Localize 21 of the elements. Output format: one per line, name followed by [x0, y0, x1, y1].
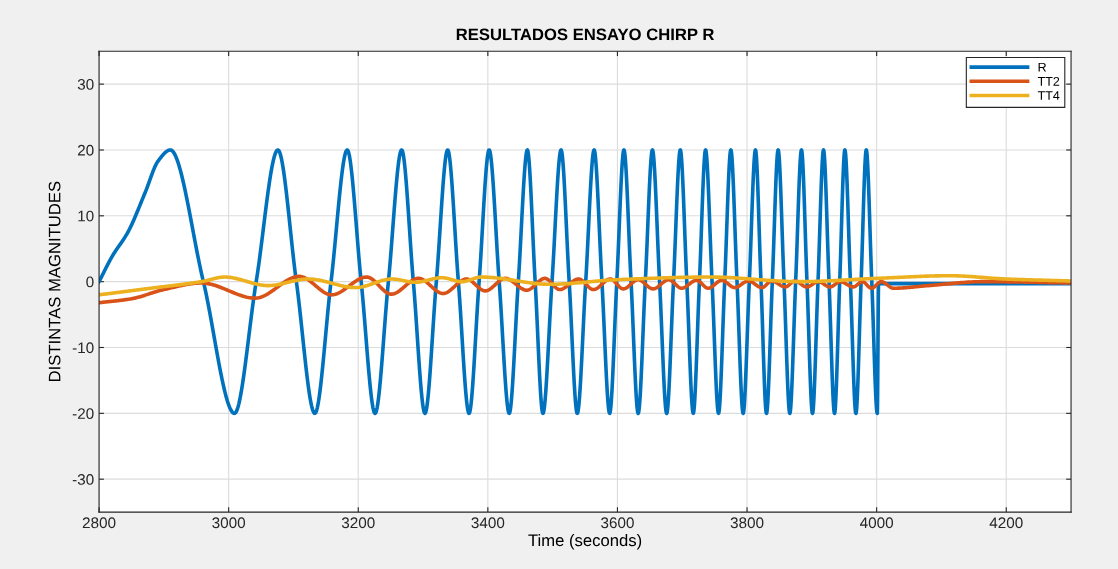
x-tick-label: 4200 — [989, 517, 1023, 529]
y-tick-label: 0 — [86, 276, 94, 288]
legend-label: TT2 — [1037, 76, 1060, 86]
y-tick-label: 30 — [77, 79, 94, 90]
x-tick-label: 4000 — [860, 517, 894, 529]
x-tick-label: 3400 — [471, 517, 505, 529]
legend-label: R — [1038, 62, 1047, 72]
chart-title: RESULTADOS ENSAYO CHIRP R — [456, 28, 715, 41]
x-tick-label: 3200 — [341, 517, 375, 529]
y-tick-label: 10 — [78, 210, 94, 222]
x-tick-label: 3800 — [730, 517, 764, 529]
x-tick-label: 3000 — [212, 517, 246, 529]
y-tick-label: -20 — [72, 408, 94, 420]
x-axis-title: Time (seconds) — [528, 533, 642, 550]
x-tick-label: 2800 — [82, 517, 116, 529]
x-tick-label: 3600 — [601, 517, 634, 529]
legend-label: TT4 — [1037, 91, 1060, 100]
y-tick-label: -30 — [72, 474, 94, 485]
y-tick-label: 20 — [77, 144, 94, 156]
y-axis-title: DISTINTAS MAGNITUDES — [48, 181, 61, 382]
y-tick-label: -10 — [72, 342, 94, 354]
